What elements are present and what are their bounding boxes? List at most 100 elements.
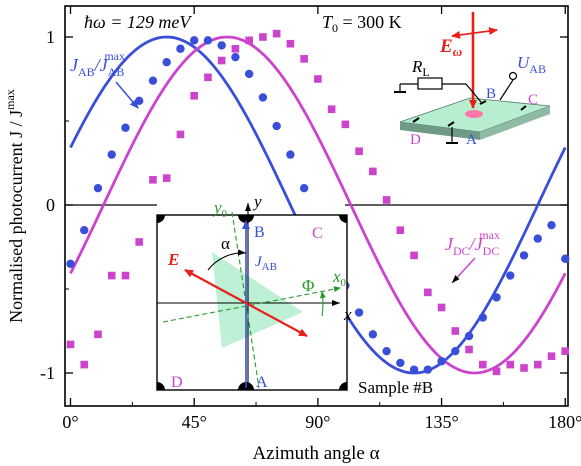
x-ticks: 0° 45° 90° 135° 180° xyxy=(62,6,581,432)
data-point-ab xyxy=(451,346,460,356)
svg-text:JDC/JDCmax: JDC/JDCmax xyxy=(445,228,500,258)
axis-x-label: x xyxy=(343,305,352,324)
data-point-ab xyxy=(354,308,364,317)
data-points xyxy=(66,29,570,376)
inset-e-label: E xyxy=(167,250,179,269)
data-point-ab xyxy=(93,184,103,193)
data-point-dc xyxy=(341,120,350,129)
data-point-ab xyxy=(478,313,487,322)
data-point-dc xyxy=(176,130,185,139)
data-point-ab xyxy=(231,52,240,62)
data-point-ab xyxy=(368,330,378,339)
data-point-dc xyxy=(231,44,240,53)
data-point-dc xyxy=(66,340,75,349)
sample-geometry-inset: B C D A E JAB α Φ x y x0 y0 xyxy=(156,192,352,391)
data-point-dc xyxy=(259,33,267,41)
data-point-dc xyxy=(451,327,460,335)
data-point-dc xyxy=(437,303,446,312)
contact-a: A xyxy=(466,132,477,148)
data-point-dc xyxy=(506,360,515,369)
phi-label: Φ xyxy=(302,276,314,295)
svg-text:JAB/JABmax: JAB/JABmax xyxy=(70,49,125,79)
x-tick-label: 180° xyxy=(548,412,581,432)
y-ticks: 1 0 -1 xyxy=(40,27,568,383)
data-point-dc xyxy=(547,352,556,360)
data-point-dc xyxy=(314,75,322,83)
data-point-ab xyxy=(423,365,433,374)
data-point-ab xyxy=(272,121,281,131)
data-point-dc xyxy=(245,36,253,45)
data-point-ab xyxy=(492,293,501,302)
data-point-ab xyxy=(409,365,419,374)
data-point-ab xyxy=(121,123,130,132)
data-point-ab xyxy=(107,150,116,159)
x-tick-label: 90° xyxy=(305,412,330,432)
axis-y0-label: y0 xyxy=(212,198,228,220)
data-point-ab xyxy=(396,358,405,368)
data-point-ab xyxy=(299,184,309,193)
data-point-dc xyxy=(327,105,336,114)
experiment-sketch-inset: Eω UAB RL B C D A xyxy=(394,12,551,148)
photon-energy-label: ħω = 129 meV xyxy=(84,12,192,32)
data-point-dc xyxy=(286,39,295,48)
data-point-dc xyxy=(190,92,198,100)
data-point-dc xyxy=(135,238,144,246)
data-point-dc xyxy=(94,330,102,339)
data-point-dc xyxy=(272,29,281,38)
data-point-ab xyxy=(437,357,446,366)
data-point-ab xyxy=(203,36,213,45)
sample-label: Sample #B xyxy=(358,378,433,397)
y-tick-label: 1 xyxy=(46,27,55,47)
data-point-dc xyxy=(300,55,308,63)
alpha-label: α xyxy=(221,234,230,253)
data-point-dc xyxy=(162,174,171,182)
data-point-ab xyxy=(519,251,529,260)
corner-d: D xyxy=(171,374,183,391)
corner-a: A xyxy=(256,374,268,391)
data-point-dc xyxy=(204,73,212,82)
data-point-dc xyxy=(520,364,528,372)
data-point-ab xyxy=(258,93,268,102)
data-point-ab xyxy=(217,41,226,50)
data-point-dc xyxy=(424,288,432,297)
data-point-dc xyxy=(80,360,89,369)
y-tick-label: 0 xyxy=(46,195,55,215)
data-point-dc xyxy=(396,226,405,234)
y-tick-label: -1 xyxy=(40,363,55,383)
legend-jab: JAB/JABmax xyxy=(70,49,139,109)
data-point-dc xyxy=(561,347,570,355)
corner-b: B xyxy=(254,224,265,241)
data-point-dc xyxy=(533,360,542,369)
data-point-dc xyxy=(410,251,418,260)
data-point-ab xyxy=(561,254,570,263)
data-point-ab xyxy=(533,234,542,243)
data-point-ab xyxy=(286,150,295,159)
x-tick-label: 45° xyxy=(182,412,207,432)
inset-jab-label: JAB xyxy=(255,254,277,273)
data-point-ab xyxy=(189,36,199,45)
temperature-label: T0 = 300 K xyxy=(322,12,402,35)
data-point-dc xyxy=(478,360,487,369)
axis-x0-label: x0 xyxy=(332,267,347,289)
data-point-ab xyxy=(148,76,158,85)
data-point-ab xyxy=(80,226,89,235)
data-point-dc xyxy=(149,176,157,184)
legend-jdc: JDC/JDCmax xyxy=(445,228,500,284)
x-axis-label: Azimuth angle α xyxy=(252,443,379,464)
data-point-ab xyxy=(244,69,254,79)
fit-curve-dc xyxy=(69,35,567,375)
resistor-label: RL xyxy=(411,57,430,79)
axis-y-label: y xyxy=(252,192,262,211)
data-point-ab xyxy=(176,44,185,53)
voltage-label: UAB xyxy=(517,53,546,76)
y-axis-label: Normalised photocurrent J / Jmax xyxy=(3,89,26,323)
data-point-dc xyxy=(492,367,501,376)
data-point-ab xyxy=(382,346,391,356)
field-e-omega-label: Eω xyxy=(439,36,462,59)
data-point-ab xyxy=(506,271,515,280)
data-point-dc xyxy=(121,271,130,280)
x-tick-label: 135° xyxy=(424,412,458,432)
corner-c: C xyxy=(312,225,323,242)
data-point-ab xyxy=(464,331,474,341)
